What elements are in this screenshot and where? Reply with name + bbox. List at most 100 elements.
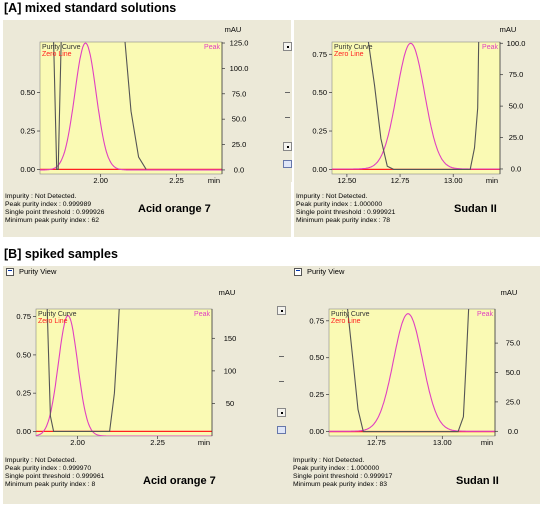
compound-label: Acid orange 7 <box>138 203 211 215</box>
minimum-peak-purity-text: Minimum peak purity index : 8 <box>5 480 96 488</box>
single-point-threshold-text: Single point threshold : 0.999921 <box>296 208 396 216</box>
plot-area <box>331 41 501 175</box>
y-right-tick-label: 50.0 <box>509 102 524 111</box>
purity-info: Impurity : Not Detected. Peak purity ind… <box>5 457 104 489</box>
peak-line <box>40 42 222 171</box>
y-left-tick-label: 0.25 <box>16 389 31 398</box>
purity-chart: 0.00 0.25 0.50 0.75 0.0 25.0 50.0 75.0 mAU 12.75 1… <box>309 288 521 447</box>
y-left-tick-label: 0.75 <box>312 50 327 59</box>
purity-info: Impurity : Not Detected. Peak purity ind… <box>5 193 104 225</box>
y-right-tick-label: 0.0 <box>234 165 244 174</box>
compound-label: Sudan II <box>456 475 499 487</box>
y-right-tick-label: 125.0 <box>230 39 249 48</box>
minimum-peak-purity-text: Minimum peak purity index : 62 <box>5 216 100 224</box>
y-right-tick-label: 25.0 <box>509 133 524 142</box>
scroll-tick <box>279 381 284 382</box>
zoom-icon[interactable] <box>283 160 292 168</box>
purity-view-icon <box>6 268 14 276</box>
purity-panel-b-acid-orange: Purity View 0.00 0.25 0.50 0.75 50 100 150 mAU 2… <box>3 266 291 504</box>
x-unit: min <box>208 176 220 185</box>
x-tick-label: 12.50 <box>337 176 356 185</box>
purity-panel-b-sudan-ii: Purity View 0.00 0.25 0.50 0.75 0.0 25.0 50.0 7… <box>291 266 540 504</box>
peak-purity-index-text: Peak purity index : 0.999989 <box>5 200 92 208</box>
y-left-tick-label: 0.75 <box>309 316 324 325</box>
y-left-tick-label: 0.50 <box>16 350 31 359</box>
section-title-a: [A] mixed standard solutions <box>4 1 177 15</box>
legend-peak: Peak <box>194 311 210 318</box>
x-tick-label: 12.75 <box>391 176 410 185</box>
plot-clip-group <box>329 309 495 433</box>
purity-panel-a-sudan-ii: 0.00 0.25 0.50 0.75 0.0 25.0 50.0 75.0 100.0 mAU 1… <box>294 20 540 237</box>
y-right-tick-label: 25.0 <box>506 397 521 406</box>
y-left-tick-label: 0.25 <box>312 127 327 136</box>
y-left-tick-label: 0.50 <box>20 88 35 97</box>
legend-peak: Peak <box>477 311 493 318</box>
y-right-unit: mAU <box>225 25 242 34</box>
scroll-up-button[interactable] <box>277 306 286 315</box>
purity-view-title: Purity View <box>19 267 57 276</box>
zoom-icon[interactable] <box>277 426 286 434</box>
section-title-b: [B] spiked samples <box>4 247 118 261</box>
vertical-scrollbar[interactable] <box>283 42 292 182</box>
y-right-unit: mAU <box>501 288 518 297</box>
single-point-threshold-text: Single point threshold : 0.999917 <box>293 472 393 480</box>
purity-view-titlebar[interactable]: Purity View <box>291 266 540 279</box>
y-right-tick-label: 100.0 <box>507 39 526 48</box>
purity-curve-line <box>347 309 470 433</box>
vertical-scrollbar[interactable] <box>277 306 286 446</box>
y-right-tick-label: 50.0 <box>232 115 247 124</box>
x-tick-label: 12.75 <box>367 438 386 447</box>
legend-zero-line: Zero Line <box>334 51 364 58</box>
impurity-text: Impurity : Not Detected. <box>5 457 77 464</box>
purity-chart: 0.00 0.25 0.50 0.75 0.0 25.0 50.0 75.0 100.0 mAU 1… <box>312 25 526 185</box>
purity-info: Impurity : Not Detected. Peak purity ind… <box>293 457 392 489</box>
y-right-unit: mAU <box>219 288 236 297</box>
peak-line <box>329 313 495 432</box>
peak-purity-index-text: Peak purity index : 1.000000 <box>296 200 383 208</box>
scroll-tick <box>285 92 290 93</box>
purity-view-titlebar[interactable]: Purity View <box>3 266 291 279</box>
impurity-text: Impurity : Not Detected. <box>296 193 368 200</box>
y-right-tick-label: 100.0 <box>230 64 249 73</box>
scroll-tick <box>279 356 284 357</box>
compound-label: Sudan II <box>454 203 497 215</box>
y-right-tick-label: 50.0 <box>506 368 521 377</box>
y-right-tick-label: 0.0 <box>511 164 521 173</box>
minimum-peak-purity-text: Minimum peak purity index : 83 <box>293 480 388 488</box>
purity-info: Impurity : Not Detected. Peak purity ind… <box>296 193 395 225</box>
peak-purity-index-text: Peak purity index : 0.999970 <box>5 464 92 472</box>
legend-peak: Peak <box>204 44 220 51</box>
y-left-tick-label: 0.00 <box>16 427 31 436</box>
purity-chart: 0.00 0.25 0.50 0.0 25.0 50.0 75.0 100.0 125.0 mAU… <box>20 25 249 185</box>
peak-purity-index-text: Peak purity index : 1.000000 <box>293 464 380 472</box>
x-tick-label: 2.25 <box>169 176 184 185</box>
y-left-tick-label: 0.25 <box>309 390 324 399</box>
legend-peak: Peak <box>482 44 498 51</box>
y-right-tick-label: 25.0 <box>232 140 247 149</box>
scroll-down-button[interactable] <box>277 408 286 417</box>
plot-clip-group <box>36 309 212 436</box>
purity-curve-line <box>53 42 147 170</box>
legend-purity-curve: Purity Curve <box>331 311 370 318</box>
x-unit: min <box>486 176 498 185</box>
legend-zero-line: Zero Line <box>331 318 361 325</box>
x-tick-label: 2.25 <box>150 438 165 447</box>
y-left-tick-label: 0.25 <box>20 127 35 136</box>
y-left-tick-label: 0.50 <box>309 353 324 362</box>
compound-label: Acid orange 7 <box>143 475 216 487</box>
y-left-tick-label: 0.00 <box>20 165 35 174</box>
y-right-tick-label: 50 <box>226 399 234 408</box>
y-right-unit: mAU <box>500 25 517 34</box>
plot-clip-group <box>332 42 500 171</box>
legend-purity-curve: Purity Curve <box>42 44 81 51</box>
legend-purity-curve: Purity Curve <box>334 44 373 51</box>
scroll-up-button[interactable] <box>283 42 292 51</box>
y-right-tick-label: 150 <box>224 334 237 343</box>
legend-zero-line: Zero Line <box>42 51 72 58</box>
purity-curve-line <box>46 309 120 432</box>
y-left-tick-label: 0.75 <box>16 312 31 321</box>
single-point-threshold-text: Single point threshold : 0.999961 <box>5 472 105 480</box>
peak-line <box>332 42 500 170</box>
scroll-down-button[interactable] <box>283 142 292 151</box>
plot-area <box>35 308 213 437</box>
